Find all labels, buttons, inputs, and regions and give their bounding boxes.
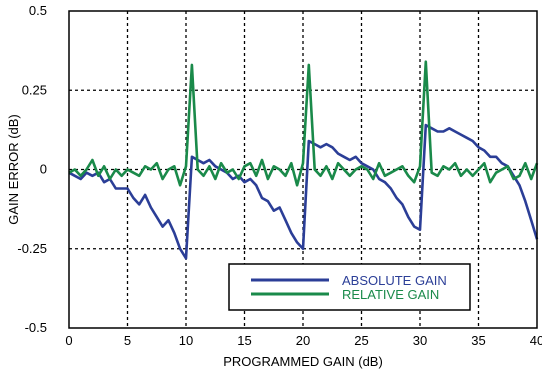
y-tick-label: 0.5 [29, 3, 47, 18]
x-tick-label: 20 [296, 333, 310, 348]
legend: ABSOLUTE GAIN RELATIVE GAIN [228, 263, 471, 311]
legend-label-absolute-gain: ABSOLUTE GAIN [342, 273, 447, 288]
y-tick-label: -0.25 [17, 241, 47, 256]
legend-box [228, 263, 471, 311]
x-tick-label: 5 [124, 333, 131, 348]
y-tick-label: 0 [40, 162, 47, 177]
y-tick-label: -0.5 [25, 320, 47, 335]
x-axis-title: PROGRAMMED GAIN (dB) [223, 354, 383, 369]
y-axis-title: GAIN ERROR (dB) [6, 114, 21, 225]
series-line-absolute-gain [68, 123, 539, 260]
x-tick-label: 30 [413, 333, 427, 348]
x-tick-label: 15 [237, 333, 251, 348]
legend-label-relative-gain: RELATIVE GAIN [342, 287, 439, 302]
series-line-relative-gain [68, 60, 539, 187]
x-tick-label: 0 [65, 333, 72, 348]
x-tick-label: 35 [471, 333, 485, 348]
series-layer [68, 60, 539, 260]
plot-frame [68, 10, 538, 329]
x-tick-label: 25 [354, 333, 368, 348]
x-tick-label: 10 [179, 333, 193, 348]
y-tick-label: 0.25 [22, 82, 47, 97]
x-tick-label: 40 [530, 333, 542, 348]
tick-labels: 0 5 10 15 20 25 30 35 40 -0.5 -0.25 0 0.25 0.5 [17, 3, 542, 348]
